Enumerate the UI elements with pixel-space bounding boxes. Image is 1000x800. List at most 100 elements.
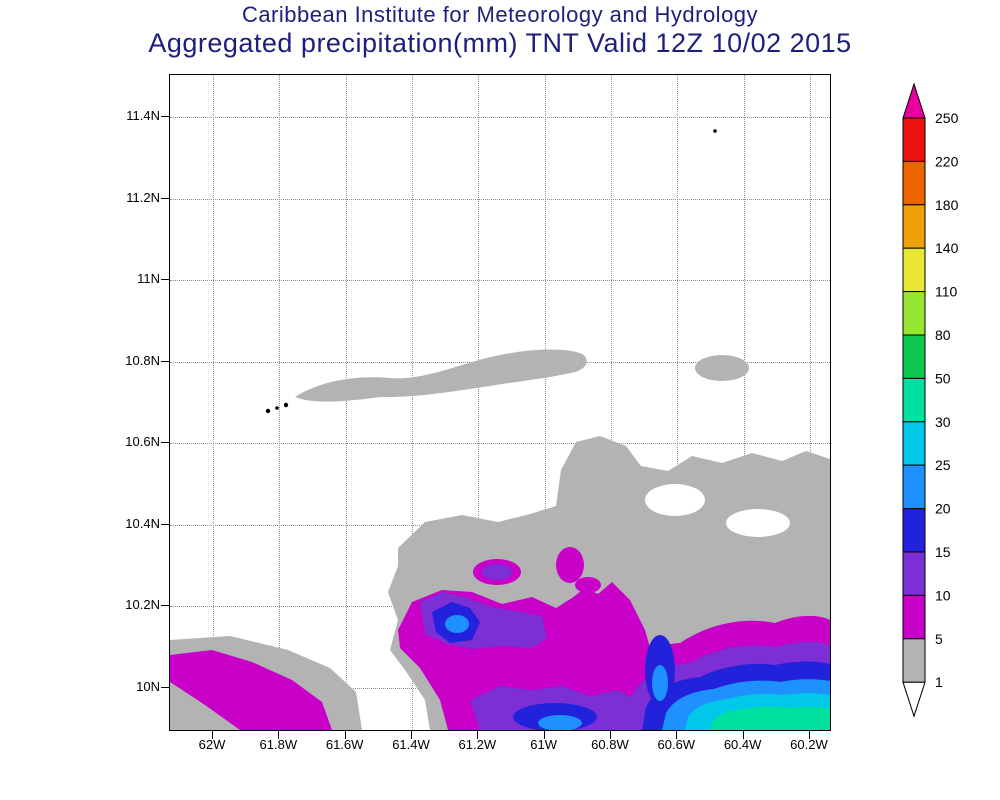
islet-northwest-3 [265,408,271,414]
product-title: Aggregated precipitation(mm) TNT Valid 1… [148,28,852,58]
dodger-south-trinidad-core [445,615,469,633]
gray-offshore-east-blob [695,355,749,381]
colorbar-segment [902,291,926,336]
lon-tick-label: 62W [198,737,226,752]
purple-inland-oval-core [482,564,512,580]
lat-tick-label: 11.2N [126,189,160,205]
title-block: Caribbean Institute for Meteorology and … [0,2,1000,59]
colorbar-label: 140 [935,240,959,256]
precip-colorbar-legend: 250 220 180 140 110 80 50 30 25 20 15 10 5 1 [902,82,959,718]
lat-tick-mark [161,360,169,362]
lon-gridline [610,75,612,730]
magenta-southwest-band [170,650,332,730]
lat-tick-mark [161,197,169,199]
colorbar-label: 110 [935,284,958,300]
lat-tick-label: 10N [136,678,160,694]
lon-tick-mark [676,731,678,739]
colorbar-segment [902,160,926,206]
lat-tick-label: 11.4N [126,108,160,123]
colorbar-segment [902,334,926,379]
tobago-cross-line [650,195,658,203]
colorbar-segment [902,508,926,553]
lon-tick-label: 60.8W [591,737,629,752]
colorbar-segment [902,464,926,510]
colorbar-bottom-arrow [902,681,926,718]
lon-tick-label: 60.2W [790,737,828,752]
colorbar-label: 180 [935,197,959,213]
tobago-outline [600,137,713,232]
islet-tobago-ne [713,129,717,133]
map-canvas [170,129,830,730]
lon-tick-mark [609,731,611,739]
gray-northern-range-band [295,349,587,402]
white-hole-2 [726,509,790,537]
colorbar-label: 5 [935,631,943,647]
lat-tick-mark [161,523,169,525]
colorbar-label: 250 [935,110,959,126]
lon-gridline [478,75,480,730]
colorbar-label: 220 [935,153,959,169]
colorbar-label: 20 [935,501,951,517]
colorbar-label: 25 [935,457,951,473]
magenta-eastcoast-patch [556,547,584,583]
colorbar-segment [902,551,926,596]
lon-gridline [411,75,413,730]
lon-tick-mark [212,731,213,739]
colorbar-segment [902,594,926,640]
dodger-offshore-south-core [538,715,582,730]
colorbar-segment [902,377,926,423]
institution-title: Caribbean Institute for Meteorology and … [241,2,759,27]
lat-tick-mark [161,605,169,606]
colorbar-segment [902,638,926,683]
colorbar-label: 10 [935,587,951,603]
tobago-cross-line [668,182,676,190]
lat-tick-mark [161,116,169,117]
lat-gridline [170,443,830,444]
precip-shading-layer [170,349,830,730]
lon-tick-mark [477,731,479,739]
lon-gridline [677,75,679,730]
tobago-cross-line [632,208,640,216]
lat-tick-label: 10.8N [125,352,160,368]
lon-gridline [213,75,214,730]
lat-tick-mark [161,442,169,443]
lon-gridline [279,75,281,730]
colorbar-segment [902,204,926,249]
lat-tick-mark [161,279,169,280]
lon-gridline [809,75,811,730]
lat-gridline [170,198,830,200]
lon-gridline [743,75,745,730]
lon-tick-mark [742,731,744,739]
lon-tick-mark [410,731,412,739]
lon-tick-label: 61.4W [392,737,430,752]
lon-tick-label: 60.4W [723,737,762,752]
lat-gridline [170,280,830,281]
lon-tick-mark [808,731,810,739]
colorbar-label: 15 [935,544,951,560]
colorbar-segment [902,117,926,162]
lat-tick-label: 10.6N [125,434,160,449]
lat-tick-label: 11N [137,271,160,286]
white-hole-1 [645,484,705,516]
lat-gridline [170,117,830,118]
colorbar-label: 80 [935,327,951,343]
lon-tick-label: 61.6W [325,737,364,752]
lon-tick-label: 61.2W [458,737,497,752]
lat-tick-mark [161,686,169,688]
tobago-cross-line [615,220,622,227]
islet-northwest-1 [283,402,289,408]
islet-northwest-2 [275,406,279,410]
lat-tick-label: 10.4N [125,515,160,531]
turquoise-southeast-core [710,706,830,730]
lon-gridline [544,75,546,730]
dodger-strip-core [652,665,668,701]
lon-tick-label: 61.8W [259,737,298,752]
colorbar-label: 30 [935,414,951,430]
lon-tick-label: 61W [530,737,557,752]
lon-gridline [345,75,347,730]
coastline-layer [265,129,717,414]
map-plot-area [169,74,831,731]
lon-tick-mark [543,731,545,739]
magenta-eastcoast-oval [575,577,601,593]
colorbar-segment [902,247,926,293]
